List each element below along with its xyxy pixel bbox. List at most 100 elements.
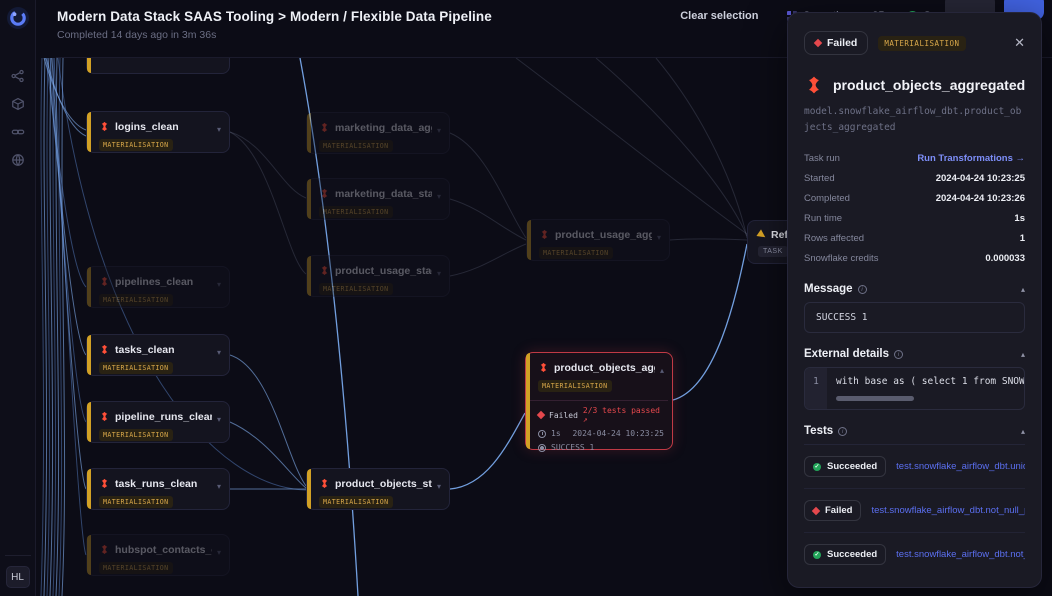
test-name-link[interactable]: test.snowflake_airflow_dbt.unique_pro (896, 461, 1025, 473)
link-icon[interactable] (9, 123, 27, 141)
failed-diamond-icon (811, 506, 821, 516)
breadcrumb-title: Modern Data Stack SAAS Tooling > Modern … (57, 9, 492, 24)
message-section: Message SUCCESS 1 (804, 283, 1025, 334)
node-name: hubspot_contacts_clean (115, 543, 212, 556)
sidebar-bottom: HL (0, 555, 35, 596)
dag-node-tasks-clean[interactable]: tasks_clean MATERIALISATION (86, 334, 230, 376)
test-status-badge: Succeeded (804, 456, 887, 478)
dbt-icon (319, 265, 330, 276)
dag-node-product-usage-aggregated[interactable]: product_usage_aggregated MATERIALISATION (526, 219, 670, 261)
code-line: with base as ( select 1 from SNOWFLAKE (836, 376, 1024, 388)
dbt-icon (319, 188, 330, 199)
run-transformations-link[interactable]: Run Transformations → (917, 152, 1025, 164)
succeeded-check-icon (813, 550, 821, 559)
detail-row: Task run Run Transformations → (804, 152, 1025, 164)
node-name: pipeline_runs_clean (115, 410, 212, 423)
external-details-section: External details 1 with base as ( select… (804, 348, 1025, 411)
node-timestamp: 2024-04-24 10:23:25 (572, 429, 664, 438)
materialisation-stripe (87, 58, 91, 73)
dag-node-product-objects-aggregated-selected[interactable]: product_objects_aggregated MATERIALISATI… (525, 352, 673, 452)
collapse-icon[interactable] (1021, 427, 1025, 436)
tests-summary-link[interactable]: 2/3 tests passed ↗ (582, 406, 660, 424)
header-titles: Modern Data Stack SAAS Tooling > Modern … (57, 9, 492, 41)
dag-node-pipelines-clean[interactable]: pipelines_clean MATERIALISATION (86, 266, 230, 308)
materialisation-stripe (87, 335, 91, 375)
horizontal-scrollbar[interactable] (836, 396, 914, 402)
chevron-down-icon[interactable] (217, 482, 221, 491)
node-name: product_objects_aggregated (554, 361, 655, 374)
node-name: tasks_clean (115, 343, 175, 356)
chevron-down-icon[interactable] (437, 126, 441, 135)
chevron-down-icon[interactable] (217, 280, 221, 289)
node-runtime: 1s (551, 429, 561, 438)
detail-row: Run time 1s (804, 212, 1025, 224)
dag-node-marketing-data-staging[interactable]: marketing_data_staging MATERIALISATION (306, 178, 450, 220)
materialisation-stripe (307, 179, 311, 219)
dag-node-hubspot-contacts-clean[interactable]: hubspot_contacts_clean MATERIALISATION (86, 534, 230, 576)
test-status-badge: Failed (804, 500, 862, 522)
dbt-icon (99, 544, 110, 555)
dag-node-marketing-data-aggregated[interactable]: marketing_data_aggregated MATERIALISATIO… (306, 112, 450, 154)
materialisation-badge: MATERIALISATION (319, 206, 393, 218)
node-name: product_usage_aggregated (555, 228, 652, 241)
message-title: Message (804, 283, 853, 296)
dag-node-task-runs-clean[interactable]: task_runs_clean MATERIALISATION (86, 468, 230, 510)
dbt-icon (99, 411, 110, 422)
materialisation-stripe (87, 402, 91, 442)
details-panel: Failed MATERIALISATION product_objects_a… (787, 12, 1042, 588)
chevron-up-icon[interactable] (660, 366, 664, 375)
materialisation-badge: MATERIALISATION (99, 429, 173, 441)
user-avatar[interactable]: HL (5, 566, 30, 588)
dag-node-logins-clean[interactable]: logins_clean MATERIALISATION (86, 111, 230, 153)
detail-row: Completed 2024-04-24 10:23:26 (804, 192, 1025, 204)
test-row: Succeeded test.snowflake_airflow_dbt.uni… (804, 445, 1025, 490)
sidebar: HL (0, 0, 36, 596)
materialisation-stripe (87, 267, 91, 307)
materialisation-badge: MATERIALISATION (538, 380, 612, 392)
chevron-down-icon[interactable] (217, 348, 221, 357)
panel-title: product_objects_aggregated (833, 77, 1026, 93)
failed-diamond-icon (813, 38, 823, 48)
node-name: product_objects_staging (335, 477, 432, 490)
dag-node-partial[interactable] (86, 58, 230, 74)
collapse-icon[interactable] (1021, 350, 1025, 359)
info-icon[interactable] (838, 426, 848, 436)
info-icon[interactable] (857, 284, 867, 294)
collapse-icon[interactable] (1021, 285, 1025, 294)
dbt-icon (538, 362, 549, 373)
dbt-icon (99, 478, 110, 489)
test-status-badge: Succeeded (804, 544, 887, 566)
test-row: Succeeded test.snowflake_airflow_dbt.not… (804, 533, 1025, 576)
node-name: task_runs_clean (115, 477, 198, 490)
materialisation-badge: MATERIALISATION (99, 562, 173, 574)
chevron-down-icon[interactable] (437, 269, 441, 278)
pipeline-graph-icon[interactable] (9, 67, 27, 85)
chevron-down-icon[interactable] (217, 415, 221, 424)
chevron-down-icon[interactable] (657, 233, 661, 242)
chevron-down-icon[interactable] (217, 548, 221, 557)
materialisation-stripe (87, 535, 91, 575)
materialisation-badge: MATERIALISATION (539, 247, 613, 259)
dag-node-product-objects-staging[interactable]: product_objects_staging MATERIALISATION (306, 468, 450, 510)
dag-node-product-usage-staging[interactable]: product_usage_staging MATERIALISATION (306, 255, 450, 297)
clear-selection-button[interactable]: Clear selection (680, 10, 759, 22)
node-name: product_usage_staging (335, 264, 432, 277)
app-logo-icon[interactable] (6, 7, 29, 29)
materialisation-badge: MATERIALISATION (99, 294, 173, 306)
package-cube-icon[interactable] (9, 95, 27, 113)
chevron-down-icon[interactable] (437, 482, 441, 491)
materialisation-stripe (307, 256, 311, 296)
dag-node-pipeline-runs-clean[interactable]: pipeline_runs_clean MATERIALISATION (86, 401, 230, 443)
data-globe-icon[interactable] (9, 151, 27, 169)
test-name-link[interactable]: test.snowflake_airflow_dbt.not_null_pr (871, 505, 1025, 517)
node-name: logins_clean (115, 120, 179, 133)
test-name-link[interactable]: test.snowflake_airflow_dbt.not_null_pr (896, 549, 1025, 561)
close-icon[interactable] (1014, 35, 1025, 51)
chevron-down-icon[interactable] (437, 192, 441, 201)
tests-section-header: Tests (804, 425, 1025, 446)
materialisation-stripe (307, 113, 311, 153)
info-icon[interactable] (894, 349, 904, 359)
task-badge: TASK (758, 246, 788, 257)
chevron-down-icon[interactable] (217, 125, 221, 134)
